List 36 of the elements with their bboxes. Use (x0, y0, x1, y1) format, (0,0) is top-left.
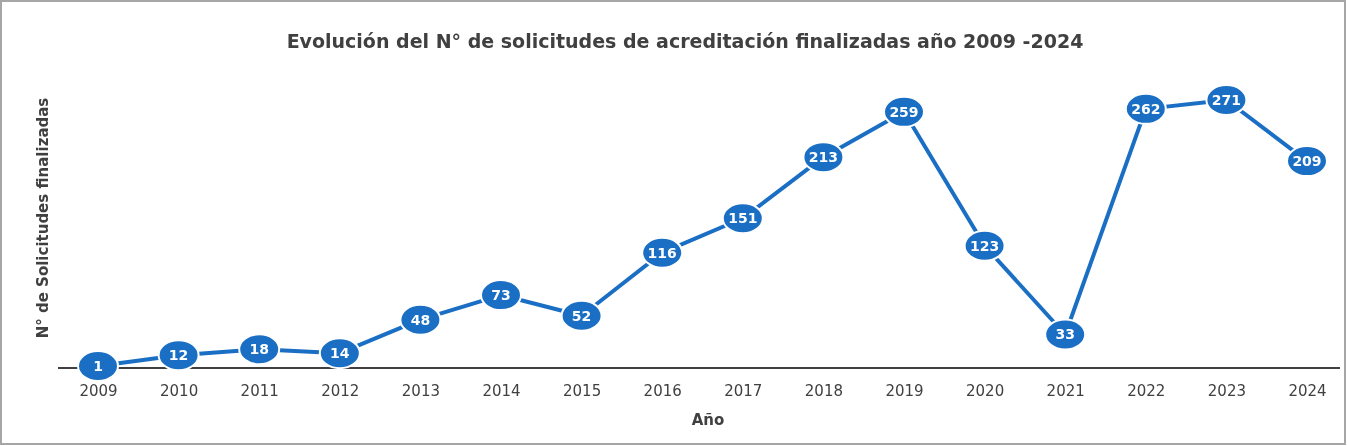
y-axis-title: N° de Solicitudes finalizadas (34, 97, 52, 339)
x-tick-label: 2018 (804, 381, 843, 400)
point (77, 350, 119, 383)
data-label: 48 (410, 311, 431, 328)
data-label: 52 (571, 307, 592, 324)
data-label: 33 (1055, 326, 1075, 343)
x-tick-label: 2009 (79, 381, 118, 400)
data-label: 18 (249, 341, 269, 358)
x-tick-label: 2022 (1127, 381, 1166, 400)
data-label: 1 (93, 358, 103, 375)
x-axis-title: Año (691, 411, 725, 429)
x-tick-label: 2021 (1046, 381, 1085, 400)
data-label: 151 (728, 210, 758, 227)
data-label: 12 (168, 347, 189, 364)
data-label: 209 (1292, 153, 1322, 170)
data-label: 213 (808, 149, 839, 166)
x-tick-label: 2016 (643, 381, 682, 400)
data-label: 73 (491, 287, 511, 304)
x-tick-label: 2010 (160, 381, 199, 400)
data-label: 262 (1131, 100, 1161, 117)
data-label: 271 (1211, 92, 1242, 108)
data-label: 259 (889, 103, 919, 120)
x-tick-label: 2019 (885, 381, 924, 400)
x-tick-label: 2024 (1288, 381, 1327, 400)
x-tick-label: 2013 (401, 381, 440, 400)
x-tick-label: 2011 (240, 381, 279, 400)
data-label: 116 (647, 244, 677, 261)
x-tick-label: 2017 (724, 381, 763, 400)
chart-title: Evolución del N° de solicitudes de acreditación finalizadas año 2009 -2024 (286, 30, 1084, 52)
x-tick-label: 2023 (1207, 381, 1246, 400)
data-label: 14 (330, 345, 350, 362)
data-label: 123 (969, 237, 1000, 254)
x-tick-label: 2012 (321, 381, 360, 400)
x-tick-label: 2014 (482, 381, 521, 400)
x-tick-label: 2020 (966, 381, 1005, 400)
x-tick-label: 2015 (563, 381, 602, 400)
